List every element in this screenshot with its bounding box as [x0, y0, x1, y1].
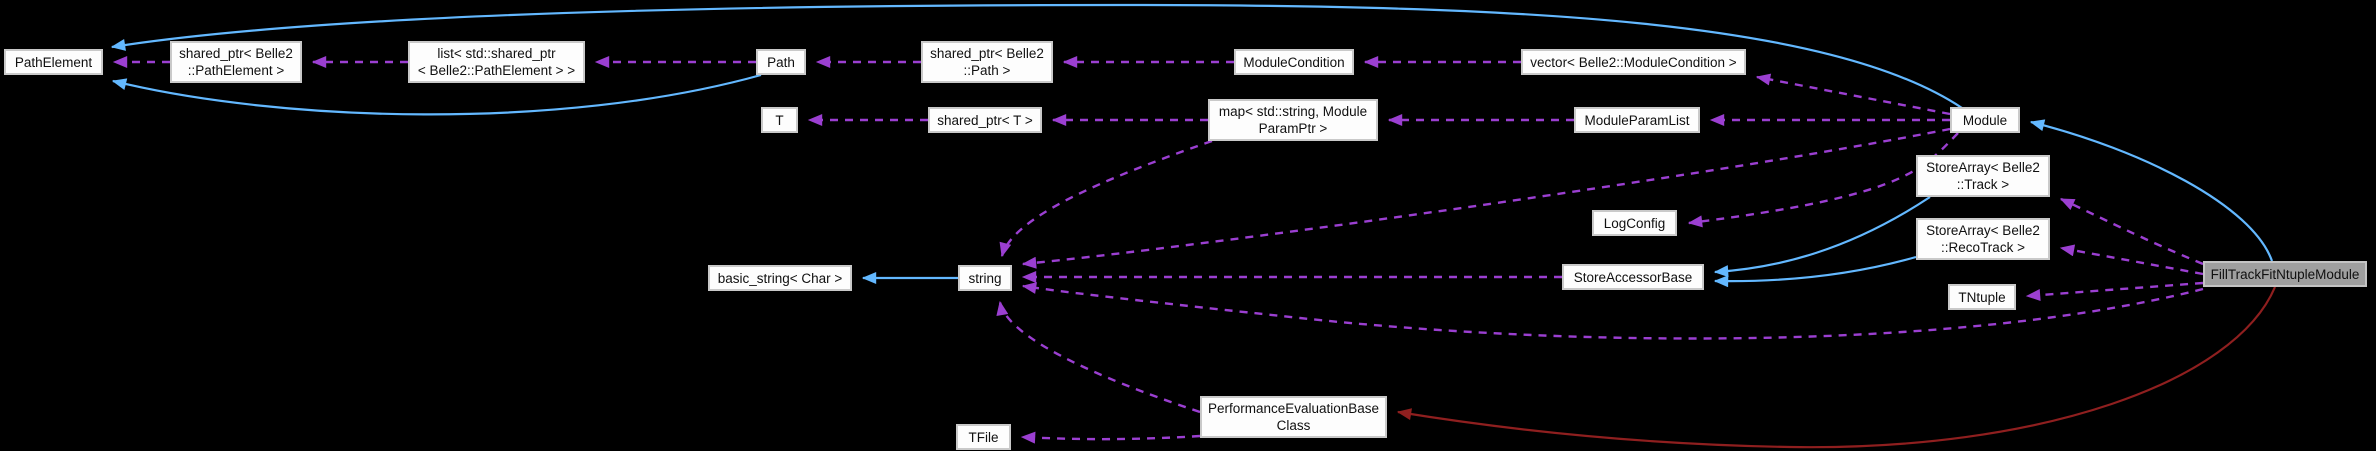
graph-node-label: vector< Belle2::ModuleCondition > [1530, 54, 1737, 70]
edge-fillmodule-to-storearray_recotrack [2059, 244, 2204, 276]
graph-node-storeaccessorbase[interactable]: StoreAccessorBase [1562, 264, 1704, 290]
edge-fillmodule-to-tntuple [2025, 281, 2204, 302]
graph-node-label: Module [1962, 112, 2008, 128]
graph-node-label: StoreAccessorBase [1573, 269, 1693, 285]
graph-node-storearray_track[interactable]: StoreArray< Belle2::Track > [1916, 155, 2050, 197]
graph-node-sptr_path[interactable]: shared_ptr< Belle2::Path > [921, 41, 1053, 83]
edge-perfbase-to-tfile [1020, 431, 1201, 444]
graph-node-label: Class [1276, 418, 1311, 433]
graph-node-modulecondition[interactable]: ModuleCondition [1234, 49, 1354, 75]
edge-module-to-pathelement [110, 3, 1963, 109]
edge-fillmodule-to-perfbase [1396, 286, 2277, 449]
graph-node-label: shared_ptr< T > [937, 112, 1033, 128]
edge-module-to-logconfig [1687, 132, 1959, 228]
graph-node-label: ::PathElement > [187, 63, 285, 78]
edge-module-to-string [1021, 127, 1951, 269]
graph-node-path[interactable]: Path [756, 49, 806, 75]
graph-node-label: basic_string< Char > [717, 270, 843, 286]
graph-node-label: map< std::string, Module [1218, 104, 1368, 119]
graph-node-label: TFile [968, 429, 999, 445]
graph-node-vector_mc[interactable]: vector< Belle2::ModuleCondition > [1521, 49, 1746, 75]
graph-node-string[interactable]: string [958, 265, 1012, 291]
graph-node-sptr_t[interactable]: shared_ptr< T > [928, 107, 1042, 133]
edge-map_param-to-string [999, 139, 1213, 258]
graph-node-label: ModuleParamList [1584, 112, 1690, 128]
graph-node-label: < Belle2::PathElement > > [417, 63, 576, 78]
graph-node-fillmodule[interactable]: FillTrackFitNtupleModule [2203, 261, 2367, 287]
graph-node-label: ::RecoTrack > [1941, 240, 2025, 255]
graph-node-label: string [968, 270, 1002, 286]
graph-node-pathelement[interactable]: PathElement [4, 49, 103, 75]
edge-fillmodule-to-module [2029, 119, 2274, 262]
graph-node-perfbase[interactable]: PerformanceEvaluationBase Class [1200, 396, 1387, 438]
graph-node-label: StoreArray< Belle2 [1926, 223, 2040, 238]
graph-node-tntuple[interactable]: TNtuple [1948, 284, 2016, 310]
graph-node-logconfig[interactable]: LogConfig [1592, 210, 1677, 236]
graph-node-label: shared_ptr< Belle2 [930, 46, 1044, 61]
graph-node-label: ::Path > [963, 63, 1011, 78]
graph-node-tfile[interactable]: TFile [956, 424, 1011, 450]
graph-node-label: list< std::shared_ptr [437, 46, 556, 61]
graph-node-label: ModuleCondition [1243, 54, 1345, 70]
graph-node-storearray_recotrack[interactable]: StoreArray< Belle2::RecoTrack > [1916, 218, 2050, 260]
edge-storearray_recotrack-to-storeaccessorbase [1713, 255, 1917, 288]
graph-node-label: shared_ptr< Belle2 [179, 46, 293, 61]
edge-storearray_track-to-storeaccessorbase [1713, 196, 1931, 278]
graph-node-label: PerformanceEvaluationBase [1207, 401, 1380, 416]
graph-node-label: PathElement [14, 54, 93, 70]
graph-node-t[interactable]: T [761, 107, 798, 133]
graph-node-sptr_pathelement[interactable]: shared_ptr< Belle2::PathElement > [170, 41, 302, 83]
edge-fillmodule-to-string [1021, 282, 2204, 340]
graph-node-label: StoreArray< Belle2 [1926, 160, 2040, 175]
edge-fillmodule-to-storearray_track [2059, 197, 2204, 266]
graph-node-label: ::Track > [1956, 177, 2010, 192]
graph-node-label: Path [767, 54, 795, 70]
graph-node-moduleparamlist[interactable]: ModuleParamList [1574, 107, 1700, 133]
graph-node-module[interactable]: Module [1950, 107, 2020, 133]
graph-node-basic_string[interactable]: basic_string< Char > [708, 265, 852, 291]
edge-module-to-vector_mc [1755, 73, 1951, 116]
graph-node-label: TNtuple [1958, 289, 2006, 305]
graph-node-label: T [775, 112, 784, 128]
graph-node-label: LogConfig [1603, 215, 1666, 231]
edge-perfbase-to-string [996, 300, 1201, 414]
graph-node-label: ParamPtr > [1258, 121, 1328, 136]
graph-node-label: FillTrackFitNtupleModule [2210, 266, 2360, 282]
graph-node-list_sptr[interactable]: list< std::shared_ptr< Belle2::PathEleme… [408, 41, 585, 83]
edge-path-to-pathelement [111, 73, 762, 116]
